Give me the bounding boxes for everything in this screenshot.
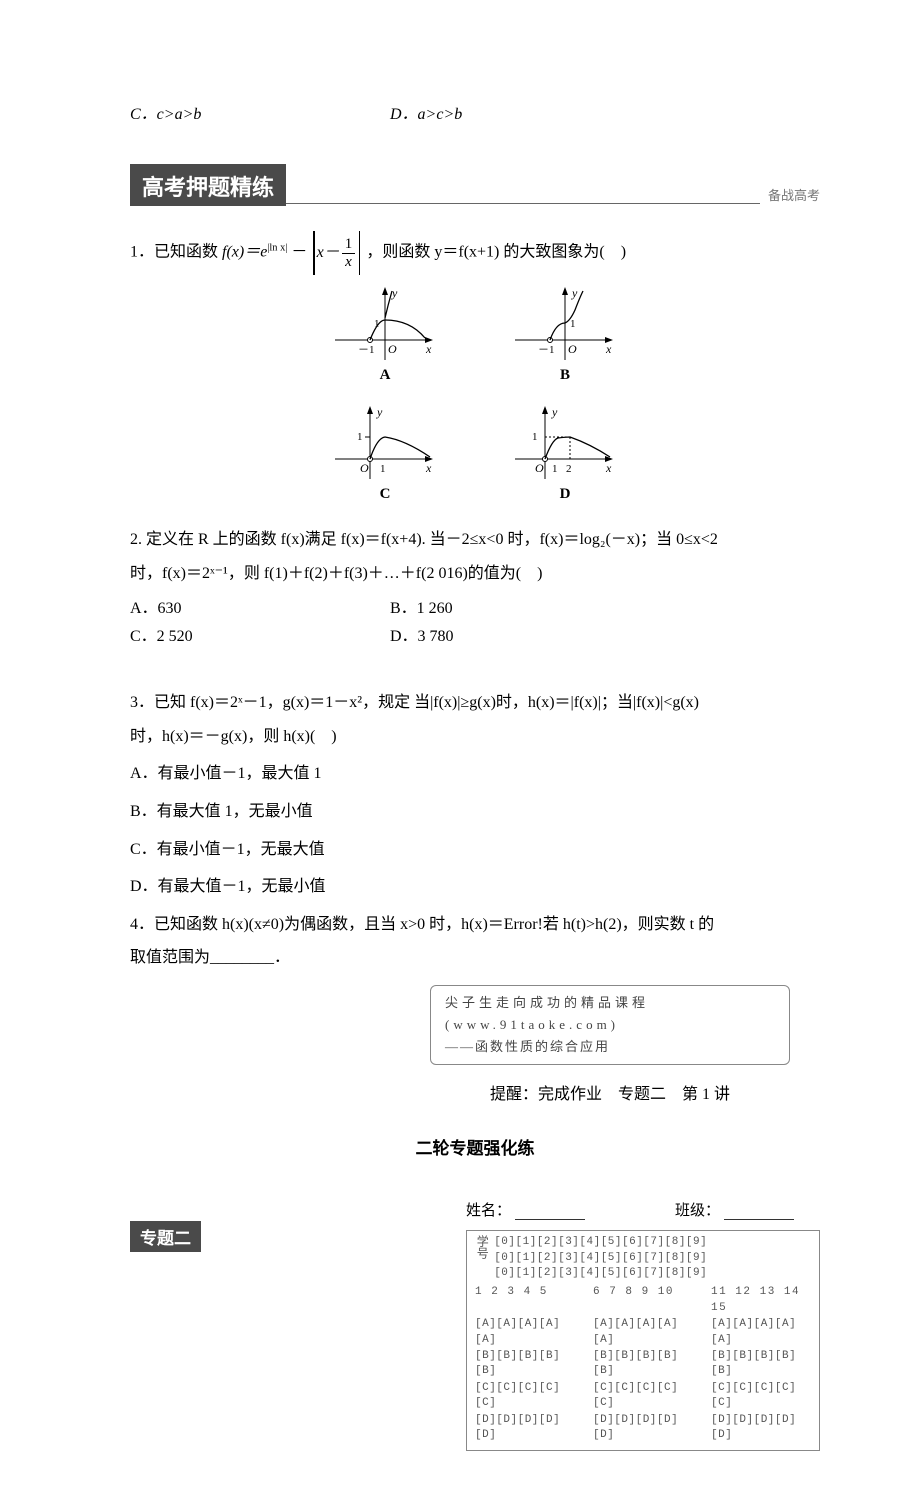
question-3: 3．已知 f(x)＝2ˣ－1，g(x)＝1－x²，规定 当|f(x)|≥g(x)… (130, 686, 820, 753)
bubble-b[interactable]: [B][B][B][B][B] (475, 1349, 575, 1380)
bubble-sheet: 学号 [0][1][2][3][4][5][6][7][8][9] [0][1]… (466, 1230, 820, 1451)
graph-b: y x O 1 －1 B (510, 285, 620, 384)
svg-text:x: x (605, 342, 612, 356)
q3-opt-c: C．有最小值－1，无最大值 (130, 833, 820, 867)
q2-opt-c: C．2 520 (130, 622, 390, 646)
bubble-b[interactable]: [B][B][B][B][B] (593, 1349, 693, 1380)
bubble-a[interactable]: [A][A][A][A][A] (711, 1317, 811, 1348)
graph-label-c: C (380, 486, 391, 503)
svg-text:y: y (376, 405, 383, 419)
option-d: D．a>c>b (390, 100, 462, 124)
q4-l1: 4．已知函数 h(x)(x≠0)为偶函数，且当 x>0 时，h(x)＝Error… (130, 916, 714, 933)
bubble-a[interactable]: [A][A][A][A][A] (593, 1317, 693, 1348)
q2-l1: 2. 定义在 R 上的函数 f(x)满足 f(x)＝f(x+4). 当－2≤x<… (130, 531, 718, 548)
svg-text:O: O (388, 342, 397, 356)
svg-text:1: 1 (380, 463, 386, 475)
q1-graphs: y x O 1 －1 A y x (130, 285, 820, 503)
q4-l2: 取值范围为________． (130, 949, 290, 966)
bubble-d[interactable]: [D][D][D][D][D] (475, 1413, 575, 1444)
section-header: 高考押题精练 备战高考 (130, 164, 820, 206)
graph-d: y x O 1 1 2 D (510, 404, 620, 503)
bubble-d[interactable]: [D][D][D][D][D] (593, 1413, 693, 1444)
q2-opt-b: B．1 260 (390, 594, 453, 618)
option-c: C．c>a>b (130, 100, 390, 124)
name-field: 姓名： (466, 1199, 585, 1220)
topic-label: 专题二 (130, 1221, 201, 1252)
name-blank[interactable] (515, 1205, 585, 1220)
svg-text:x: x (605, 461, 612, 475)
graph-c: y x O 1 1 C (330, 404, 440, 503)
q2-opt-d: D．3 780 (390, 622, 454, 646)
question-2: 2. 定义在 R 上的函数 f(x)满足 f(x)＝f(x+4). 当－2≤x<… (130, 523, 820, 590)
answer-sheet: 专题二 姓名： 班级： 学号 [0][1][2][3][4][5][6][7][… (130, 1199, 820, 1451)
note-box: 尖子生走向成功的精品课程(www.91taoke.com) ——函数性质的综合应… (430, 985, 790, 1065)
svg-text:y: y (551, 405, 558, 419)
homework-tip: 提醒：完成作业 专题二 第 1 讲 (130, 1080, 730, 1104)
id-digits-row[interactable]: [0][1][2][3][4][5][6][7][8][9] (494, 1251, 707, 1266)
bubble-b[interactable]: [B][B][B][B][B] (711, 1349, 811, 1380)
bubble-a[interactable]: [A][A][A][A][A] (475, 1317, 575, 1348)
svg-text:1: 1 (357, 431, 363, 443)
class-field: 班级： (675, 1199, 794, 1220)
svg-text:－1: －1 (358, 344, 375, 356)
svg-text:－1: －1 (538, 344, 555, 356)
note-l2: ——函数性质的综合应用 (445, 1036, 775, 1058)
q2-l2: 时，f(x)＝2ˣ⁻¹，则 f(1)＋f(2)＋f(3)＋…＋f(2 016)的… (130, 565, 542, 582)
bubble-c[interactable]: [C][C][C][C][C] (475, 1381, 575, 1412)
graph-a: y x O 1 －1 A (330, 285, 440, 384)
svg-text:x: x (425, 461, 432, 475)
section-title: 高考押题精练 (130, 164, 286, 206)
fraction: 1 x (342, 236, 356, 270)
bubble-d[interactable]: [D][D][D][D][D] (711, 1413, 811, 1444)
q2-opt-a: A．630 (130, 594, 390, 618)
q1-text-a: 1．已知函数 (130, 244, 222, 261)
question-1: 1．已知函数 f(x)＝e|ln x| － x－ 1 x ，则函数 y＝f(x+… (130, 231, 820, 275)
id-digits-row[interactable]: [0][1][2][3][4][5][6][7][8][9] (494, 1235, 707, 1250)
note-l1: 尖子生走向成功的精品课程(www.91taoke.com) (445, 992, 775, 1036)
header-divider (286, 203, 760, 204)
class-blank[interactable] (724, 1205, 794, 1220)
q3-l1: 3．已知 f(x)＝2ˣ－1，g(x)＝1－x²，规定 当|f(x)|≥g(x)… (130, 694, 699, 711)
abs-icon: x－ 1 x (311, 231, 362, 275)
question-4: 4．已知函数 h(x)(x≠0)为偶函数，且当 x>0 时，h(x)＝Error… (130, 908, 820, 975)
svg-text:O: O (360, 461, 369, 475)
q3-l2: 时，h(x)＝－g(x)，则 h(x)( ) (130, 728, 337, 745)
section-header-right: 备战高考 (768, 185, 820, 204)
q3-opt-a: A．有最小值－1，最大值 1 (130, 757, 820, 791)
id-digits-row[interactable]: [0][1][2][3][4][5][6][7][8][9] (494, 1266, 707, 1281)
q3-opt-b: B．有最大值 1，无最小值 (130, 795, 820, 829)
svg-text:1: 1 (532, 431, 538, 443)
bubble-c[interactable]: [C][C][C][C][C] (593, 1381, 693, 1412)
svg-text:2: 2 (566, 463, 572, 475)
svg-text:1: 1 (570, 318, 576, 330)
graph-label-a: A (380, 367, 391, 384)
svg-text:1: 1 (552, 463, 558, 475)
question-numbers: 1 2 3 4 5 6 7 8 9 10 11 12 13 14 15 (475, 1285, 811, 1316)
q1-text-b: ，则函数 y＝f(x+1) 的大致图象为( ) (366, 244, 626, 261)
graph-label-b: B (560, 367, 570, 384)
svg-text:O: O (535, 461, 544, 475)
previous-q-options: C．c>a>b D．a>c>b (130, 100, 820, 124)
svg-text:y: y (571, 286, 578, 300)
svg-text:x: x (425, 342, 432, 356)
student-id-label: 学号 (475, 1235, 488, 1259)
svg-text:O: O (568, 342, 577, 356)
answer-sheet-title: 二轮专题强化练 (130, 1134, 820, 1159)
graph-label-d: D (560, 486, 571, 503)
q3-opt-d: D．有最大值－1，无最小值 (130, 870, 820, 904)
bubble-c[interactable]: [C][C][C][C][C] (711, 1381, 811, 1412)
